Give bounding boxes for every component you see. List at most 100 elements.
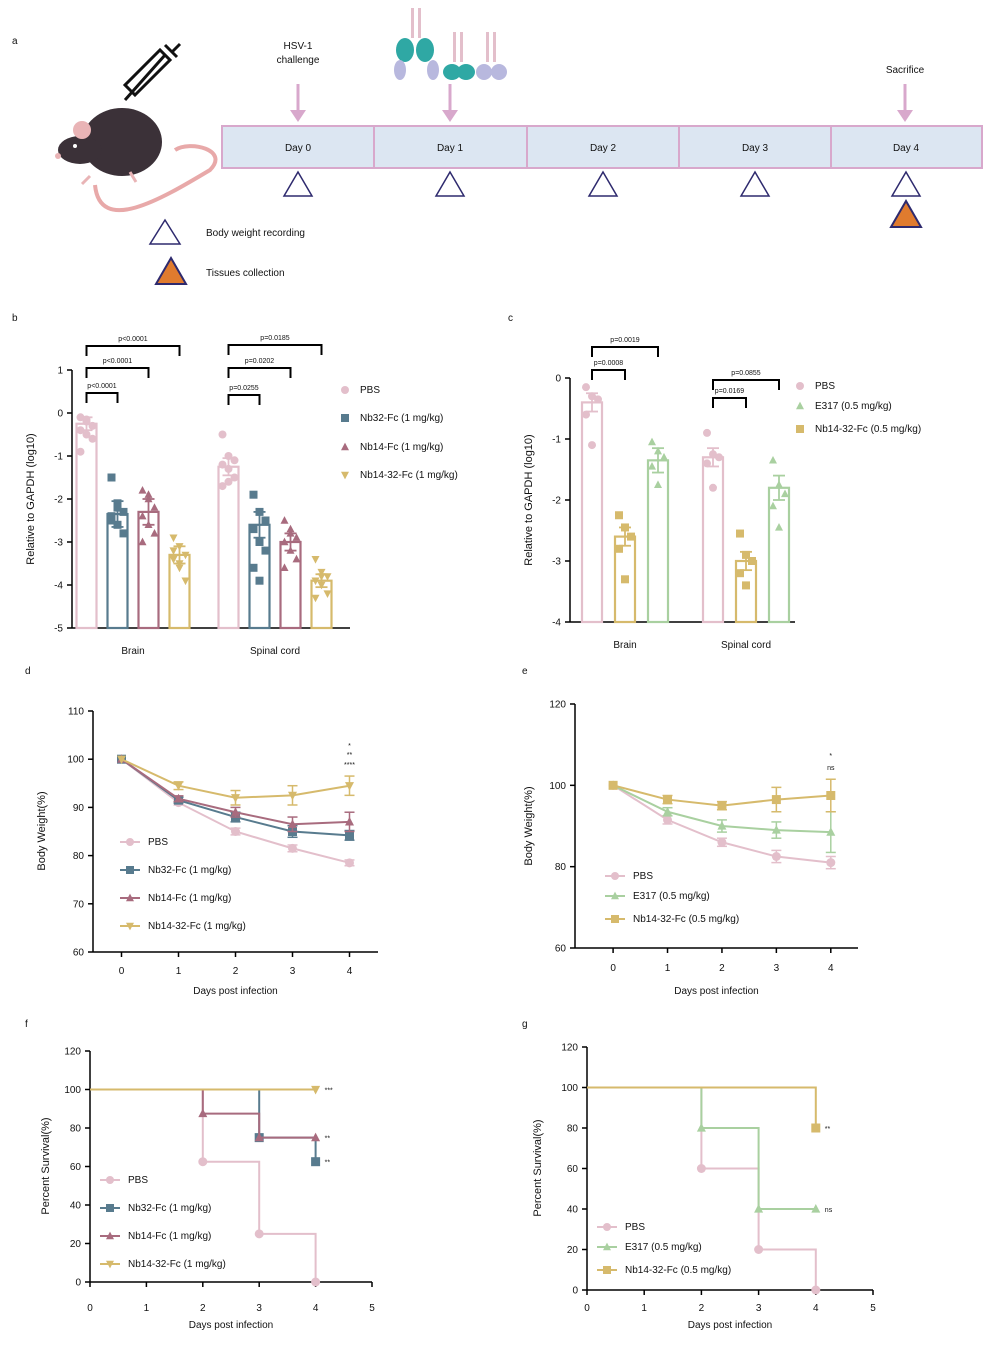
marker [311,1277,321,1287]
marker [826,791,836,800]
significance-label: ns [825,1207,833,1214]
legend-label: E317 (0.5 mg/kg) [625,1242,702,1253]
panel-letter: d [25,666,31,677]
legend-label: Nb14-Fc (1 mg/kg) [360,442,443,453]
marker [231,807,240,816]
p-value: p=0.0185 [260,335,289,342]
legend-label: PBS [128,1175,148,1186]
y-tick-label: 80 [73,851,85,862]
significance-label: **** [344,762,355,769]
marker [715,453,723,462]
marker [811,1123,821,1133]
marker [280,563,289,571]
marker [582,410,590,419]
marker [709,483,717,492]
marker [826,858,836,868]
y-tick-label: 60 [73,948,85,959]
x-tick-label: 0 [610,963,616,974]
x-tick-label: Brain [613,640,636,651]
y-tick-label: 120 [561,1043,578,1054]
marker [107,512,116,521]
y-tick-label: 0 [572,1286,578,1297]
marker [703,459,711,468]
marker [198,1157,208,1167]
x-tick-label: 4 [828,963,834,974]
legend-label: E317 (0.5 mg/kg) [815,401,892,412]
marker [775,523,783,531]
marker [138,511,147,520]
marker [218,460,227,469]
x-tick-label: Spinal cord [250,646,300,657]
x-tick-label: Spinal cord [721,640,771,651]
marker [119,507,128,516]
y-tick-label: 100 [67,755,84,766]
y-tick-label: 100 [549,781,566,792]
marker [255,576,264,585]
marker [660,452,668,461]
series-line [587,1086,817,1128]
x-tick-label: 4 [313,1303,319,1314]
x-tick-label: 2 [233,966,239,977]
marker [76,426,85,435]
marker [106,1176,114,1184]
legend-label: PBS [625,1222,645,1233]
x-tick-label: 1 [641,1303,647,1314]
bar [217,465,240,630]
significance-label: * [829,753,832,760]
x-tick-label: 1 [144,1303,150,1314]
y-tick-label: 60 [567,1164,579,1175]
arrows [290,84,913,122]
marker [224,464,233,473]
p-value: p=0.0855 [731,370,760,377]
marker [771,795,781,805]
marker [82,430,91,439]
legend-label: PBS [360,385,380,396]
marker [341,386,349,394]
x-axis-label: Days post infection [189,1320,274,1331]
marker [615,511,623,520]
bar [137,510,160,630]
marker [582,383,590,392]
y-tick-label: 0 [555,374,561,385]
marker [255,538,264,546]
marker [76,413,85,422]
y-axis-label: Body Weight(%) [523,786,535,865]
marker [126,866,134,874]
marker [181,551,190,560]
weight-triangle [890,170,922,197]
bracket [591,346,659,357]
marker [82,415,91,424]
p-value: p=0.0019 [610,337,639,344]
day-label: Day 1 [437,143,464,154]
marker [341,442,349,451]
marker [249,490,258,499]
weight-triangle [434,170,466,197]
x-tick-label: 2 [699,1303,705,1314]
marker [826,827,836,836]
y-tick-label: 60 [70,1162,82,1173]
y-tick-label: 20 [70,1239,82,1250]
x-tick-label: 3 [290,966,296,977]
y-tick-label: 20 [567,1245,579,1256]
marker [254,1229,264,1239]
marker [218,430,227,439]
bar [701,456,725,624]
day-label: Day 2 [590,143,617,154]
legend-label: PBS [148,837,168,848]
marker [119,529,128,538]
legend-label: Nb14-Fc (1 mg/kg) [148,893,231,904]
marker [169,556,178,564]
legend-label: Nb14-32-Fc (1 mg/kg) [360,470,458,481]
marker [126,893,134,902]
day-label: Day 3 [742,143,769,154]
marker [775,480,783,488]
marker [175,543,184,551]
marker [654,480,662,488]
marker [709,450,717,459]
x-tick-label: 3 [256,1303,262,1314]
marker [138,486,147,494]
marker [174,793,183,803]
y-tick-label: 110 [68,707,84,718]
marker [323,573,332,581]
marker [663,795,673,805]
